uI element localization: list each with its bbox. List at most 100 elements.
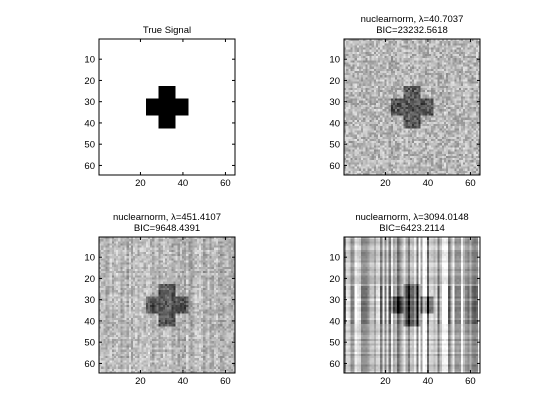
heatmap-cell	[203, 103, 205, 105]
heatmap-cell	[190, 111, 192, 113]
heatmap-cell	[110, 67, 112, 69]
heatmap-cell	[197, 62, 199, 64]
heatmap-cell	[229, 65, 231, 67]
heatmap-cell	[108, 99, 110, 101]
heatmap-cell	[137, 150, 139, 152]
heatmap-cell	[180, 158, 182, 160]
heatmap-cell	[118, 130, 120, 132]
heatmap-cell	[224, 111, 226, 113]
heatmap-cell	[180, 43, 182, 45]
heatmap-cell	[193, 118, 195, 120]
heatmap-cell	[227, 109, 229, 111]
heatmap-cell	[193, 82, 195, 84]
heatmap-cell	[105, 160, 107, 162]
heatmap-cell	[167, 103, 169, 105]
heatmap-cell	[178, 86, 180, 88]
heatmap-cell	[182, 62, 184, 64]
heatmap-cell	[118, 154, 120, 156]
heatmap-cell	[105, 92, 107, 94]
heatmap-cell	[125, 92, 127, 94]
heatmap-cell	[137, 154, 139, 156]
heatmap-cell	[212, 126, 214, 128]
heatmap-cell	[173, 128, 175, 130]
heatmap-cell	[395, 62, 397, 64]
heatmap-cell	[180, 147, 182, 149]
heatmap-cell	[122, 111, 124, 113]
heatmap-cell	[114, 169, 116, 171]
heatmap-cell	[231, 52, 233, 54]
heatmap-cell	[205, 167, 207, 169]
heatmap-cell	[176, 152, 178, 154]
heatmap-cell	[216, 113, 218, 115]
heatmap-cell	[452, 41, 454, 43]
heatmap-cell	[133, 94, 135, 96]
heatmap-cell	[180, 105, 182, 107]
heatmap-cell	[159, 116, 161, 118]
heatmap-cell	[393, 62, 395, 64]
heatmap-cell	[190, 105, 192, 107]
heatmap-cell	[144, 133, 146, 135]
heatmap-cell	[382, 56, 384, 58]
heatmap-cell	[173, 139, 175, 141]
heatmap-cell	[103, 118, 105, 120]
heatmap-cell	[165, 52, 167, 54]
heatmap-cell	[114, 167, 116, 169]
heatmap-cell	[114, 56, 116, 58]
heatmap-cell	[122, 56, 124, 58]
heatmap-cell	[199, 122, 201, 124]
heatmap-cell	[122, 79, 124, 81]
heatmap-cell	[163, 56, 165, 58]
heatmap-cell	[395, 67, 397, 69]
heatmap-cell	[101, 152, 103, 154]
heatmap-cell	[112, 130, 114, 132]
heatmap-cell	[438, 60, 440, 62]
heatmap-cell	[197, 71, 199, 73]
heatmap-cell	[178, 56, 180, 58]
heatmap-cell	[108, 139, 110, 141]
heatmap-cell	[129, 45, 131, 47]
heatmap-cell	[110, 105, 112, 107]
heatmap-cell	[159, 167, 161, 169]
heatmap-cell	[144, 75, 146, 77]
heatmap-cell	[227, 56, 229, 58]
heatmap-cell	[210, 88, 212, 90]
heatmap-cell	[229, 147, 231, 149]
heatmap-cell	[188, 120, 190, 122]
heatmap-cell	[467, 48, 469, 50]
heatmap-cell	[465, 56, 467, 58]
heatmap-cell	[120, 96, 122, 98]
heatmap-cell	[229, 137, 231, 139]
heatmap-cell	[207, 96, 209, 98]
heatmap-cell	[148, 60, 150, 62]
heatmap-cell	[167, 90, 169, 92]
heatmap-cell	[220, 77, 222, 79]
heatmap-cell	[167, 128, 169, 130]
heatmap-cell	[129, 54, 131, 56]
heatmap-cell	[193, 107, 195, 109]
heatmap-cell	[197, 122, 199, 124]
heatmap-cell	[190, 67, 192, 69]
heatmap-cell	[150, 122, 152, 124]
heatmap-cell	[214, 45, 216, 47]
heatmap-cell	[457, 60, 459, 62]
heatmap-cell	[165, 171, 167, 173]
heatmap-cell	[214, 60, 216, 62]
heatmap-cell	[152, 43, 154, 45]
heatmap-cell	[180, 164, 182, 166]
heatmap-cell	[218, 167, 220, 169]
heatmap-cell	[457, 52, 459, 54]
heatmap-cell	[110, 92, 112, 94]
heatmap-cell	[222, 124, 224, 126]
heatmap-cell	[210, 162, 212, 164]
heatmap-cell	[180, 133, 182, 135]
heatmap-cell	[127, 82, 129, 84]
heatmap-cell	[171, 103, 173, 105]
heatmap-cell	[389, 52, 391, 54]
heatmap-cell	[365, 48, 367, 50]
heatmap-cell	[159, 45, 161, 47]
heatmap-cell	[193, 43, 195, 45]
heatmap-cell	[212, 147, 214, 149]
heatmap-cell	[169, 111, 171, 113]
heatmap-cell	[227, 154, 229, 156]
heatmap-cell	[476, 52, 478, 54]
